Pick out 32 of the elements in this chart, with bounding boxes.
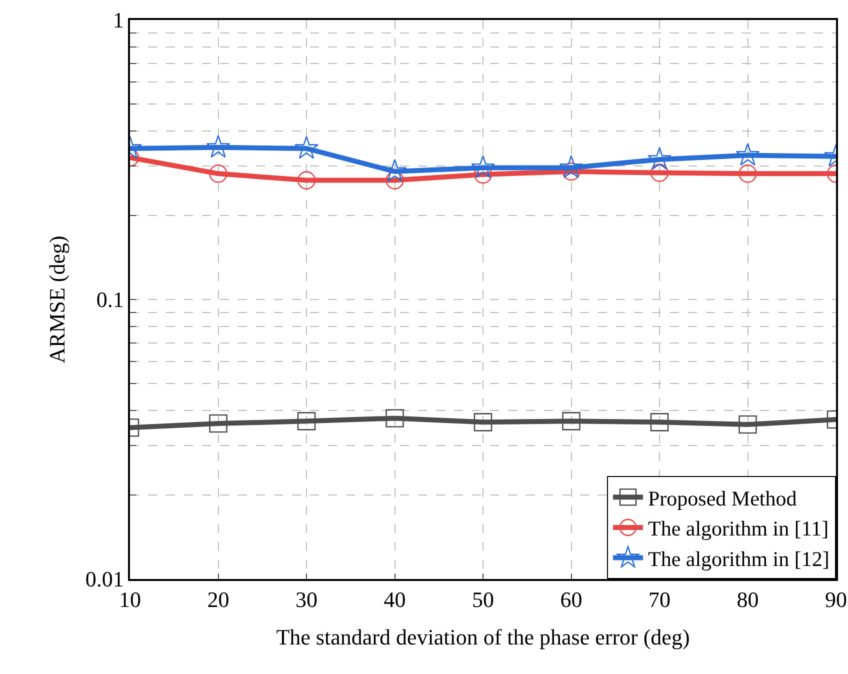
x-tick-label: 70 (648, 587, 670, 612)
point (650, 413, 669, 432)
legend-label: The algorithm in [12] (648, 546, 830, 571)
point (559, 155, 584, 178)
legend-label: The algorithm in [11] (648, 516, 829, 541)
x-tick-label: 80 (736, 587, 759, 612)
point (294, 136, 318, 159)
point (562, 412, 580, 430)
x-tick-label: 60 (560, 587, 582, 612)
point (736, 142, 760, 166)
x-tick-label: 90 (825, 587, 847, 612)
point (209, 414, 228, 433)
point (648, 146, 672, 170)
point (474, 413, 492, 432)
point (206, 134, 230, 158)
point (650, 164, 669, 182)
point (209, 164, 228, 183)
point (386, 409, 404, 428)
point (297, 171, 316, 190)
point (471, 155, 495, 178)
point (297, 412, 316, 430)
x-tick-label: 30 (296, 587, 318, 612)
y-tick-label: 1 (112, 8, 124, 33)
x-tick-label: 50 (472, 587, 494, 612)
y-axis-title: ARMSE (deg) (44, 236, 70, 364)
y-tick-label: 0.1 (96, 287, 124, 312)
point (738, 415, 757, 434)
point (738, 164, 757, 183)
legend-label: Proposed Method (648, 486, 798, 510)
x-axis-title: The standard deviation of the phase error (deg) (276, 624, 690, 650)
x-tick-label: 20 (207, 587, 230, 612)
x-tick-label: 40 (384, 587, 406, 612)
